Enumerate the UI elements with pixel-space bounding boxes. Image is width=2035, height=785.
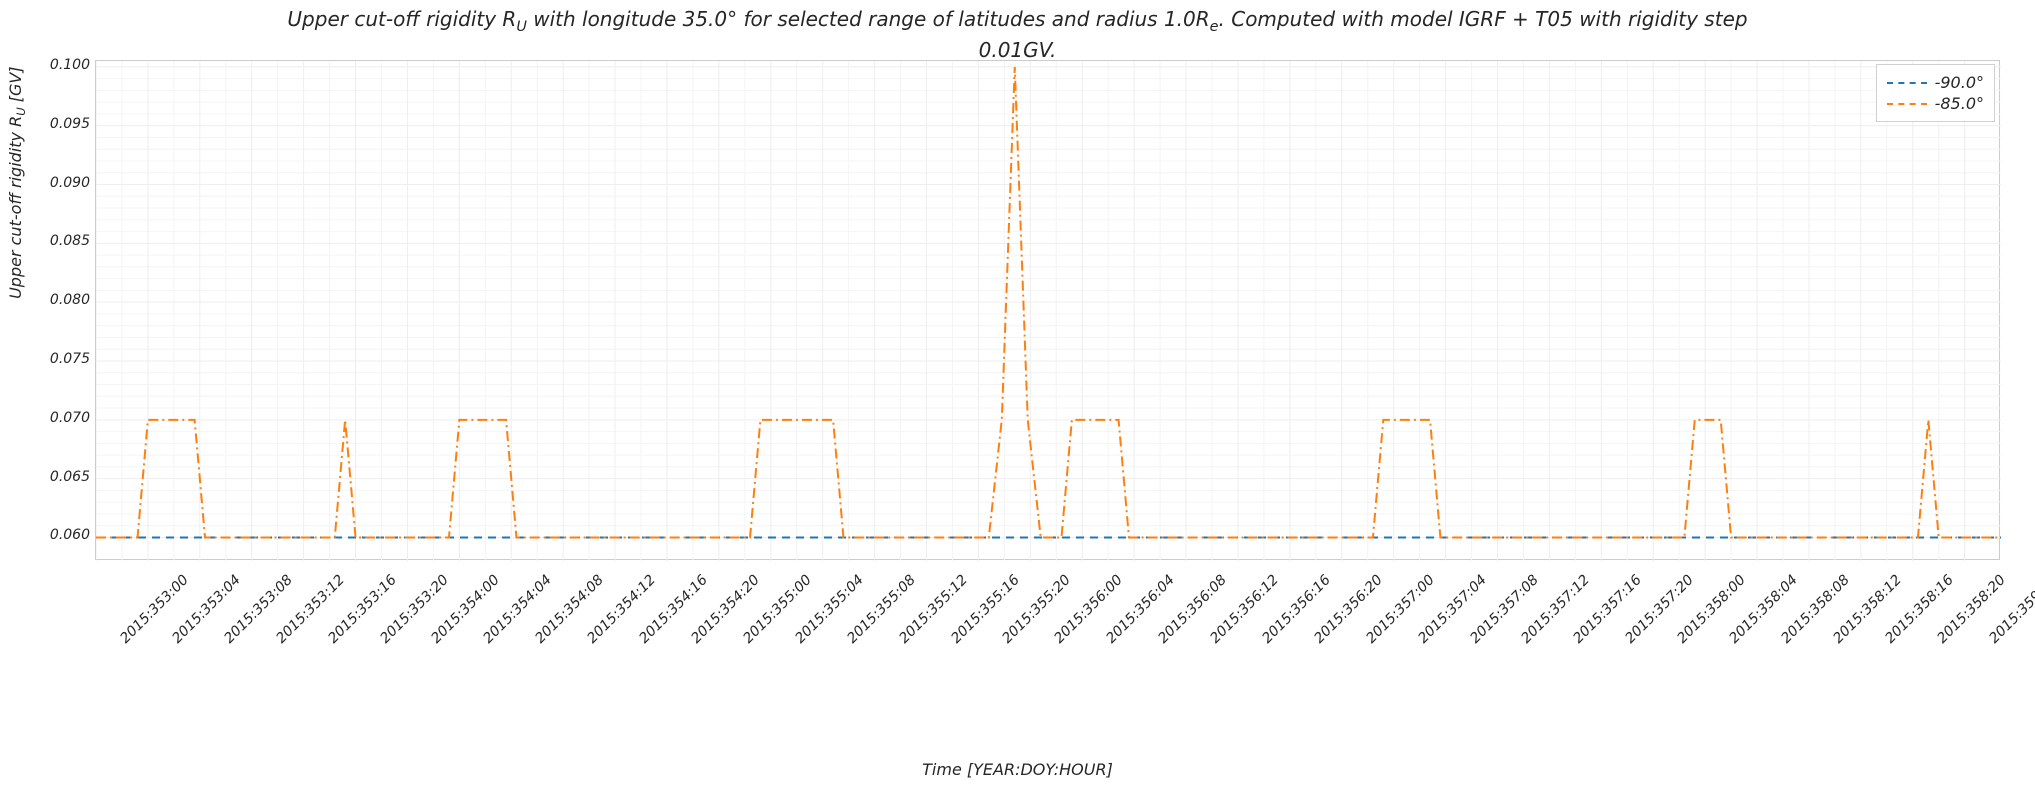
ylabel-pre: Upper cut-off rigidity R [6,116,25,299]
plot-svg [96,61,2001,561]
legend-label-85: -85.0° [1935,94,1984,113]
y-tick-label: 0.090 [40,175,90,191]
ylabel-sub: U [14,107,28,115]
title-sub-u: U [516,19,527,35]
y-tick-label: 0.070 [40,410,90,426]
y-tick-label: 0.065 [40,469,90,485]
y-axis-label: Upper cut-off rigidity RU [GV] [6,66,28,298]
legend-item-90: -90.0° [1887,73,1984,92]
y-tick-label: 0.060 [40,527,90,543]
y-tick-label: 0.100 [40,57,90,73]
legend-swatch-blue [1887,82,1927,84]
x-axis-label: Time [YEAR:DOY:HOUR] [922,760,1113,779]
legend-item-85: -85.0° [1887,94,1984,113]
y-tick-label: 0.095 [40,116,90,132]
chart-title: Upper cut-off rigidity RU with longitude… [0,6,2035,63]
figure: Upper cut-off rigidity RU with longitude… [0,0,2035,785]
y-tick-label: 0.075 [40,351,90,367]
grid-minor [96,61,2001,561]
ylabel-post: [GV] [6,66,25,107]
legend: -90.0° -85.0° [1876,64,1995,122]
title-text-b: with longitude 35.0° for selected range … [527,7,1210,31]
plot-area [95,60,2000,560]
title-text-a: Upper cut-off rigidity R [287,7,516,31]
legend-swatch-orange [1887,103,1927,105]
title-line-2: 0.01GV. [979,38,1057,62]
title-text-c: . Computed with model IGRF + T05 with ri… [1219,7,1748,31]
y-tick-label: 0.080 [40,292,90,308]
title-sub-e: e [1210,19,1219,35]
y-tick-label: 0.085 [40,233,90,249]
legend-label-90: -90.0° [1935,73,1984,92]
title-line-1: Upper cut-off rigidity RU with longitude… [287,7,1747,31]
